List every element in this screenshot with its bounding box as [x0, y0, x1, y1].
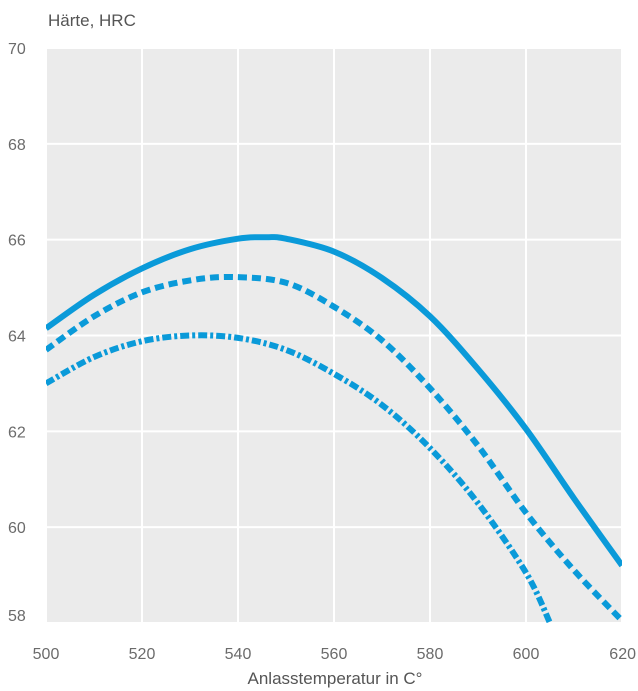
x-tick-label: 580 — [417, 646, 444, 663]
y-tick-label: 60 — [8, 520, 26, 537]
series-group — [46, 234, 622, 623]
y-tick-label: 62 — [8, 424, 26, 441]
x-axis-label: Anlasstemperatur in C° — [248, 669, 423, 688]
x-tick-label: 520 — [129, 646, 156, 663]
series-line-dashed — [46, 273, 622, 623]
y-axis-label: Härte, HRC — [48, 11, 136, 30]
y-tick-label: 66 — [8, 233, 26, 250]
x-axis-ticks: 500 520 540 560 580 600 620 — [33, 646, 636, 663]
grid — [45, 47, 623, 624]
x-tick-label: 560 — [321, 646, 348, 663]
y-tick-label: 64 — [8, 329, 26, 346]
y-axis-ticks: 58 60 62 64 66 68 70 — [8, 41, 26, 625]
y-tick-label: 68 — [8, 137, 26, 154]
series-line-dash-dot — [46, 332, 553, 623]
x-tick-label: 540 — [225, 646, 252, 663]
x-tick-label: 620 — [609, 646, 636, 663]
y-tick-label: 70 — [8, 41, 26, 58]
series-line-solid — [46, 234, 622, 568]
x-tick-label: 500 — [33, 646, 60, 663]
x-tick-label: 600 — [513, 646, 540, 663]
y-tick-label: 58 — [8, 608, 26, 625]
